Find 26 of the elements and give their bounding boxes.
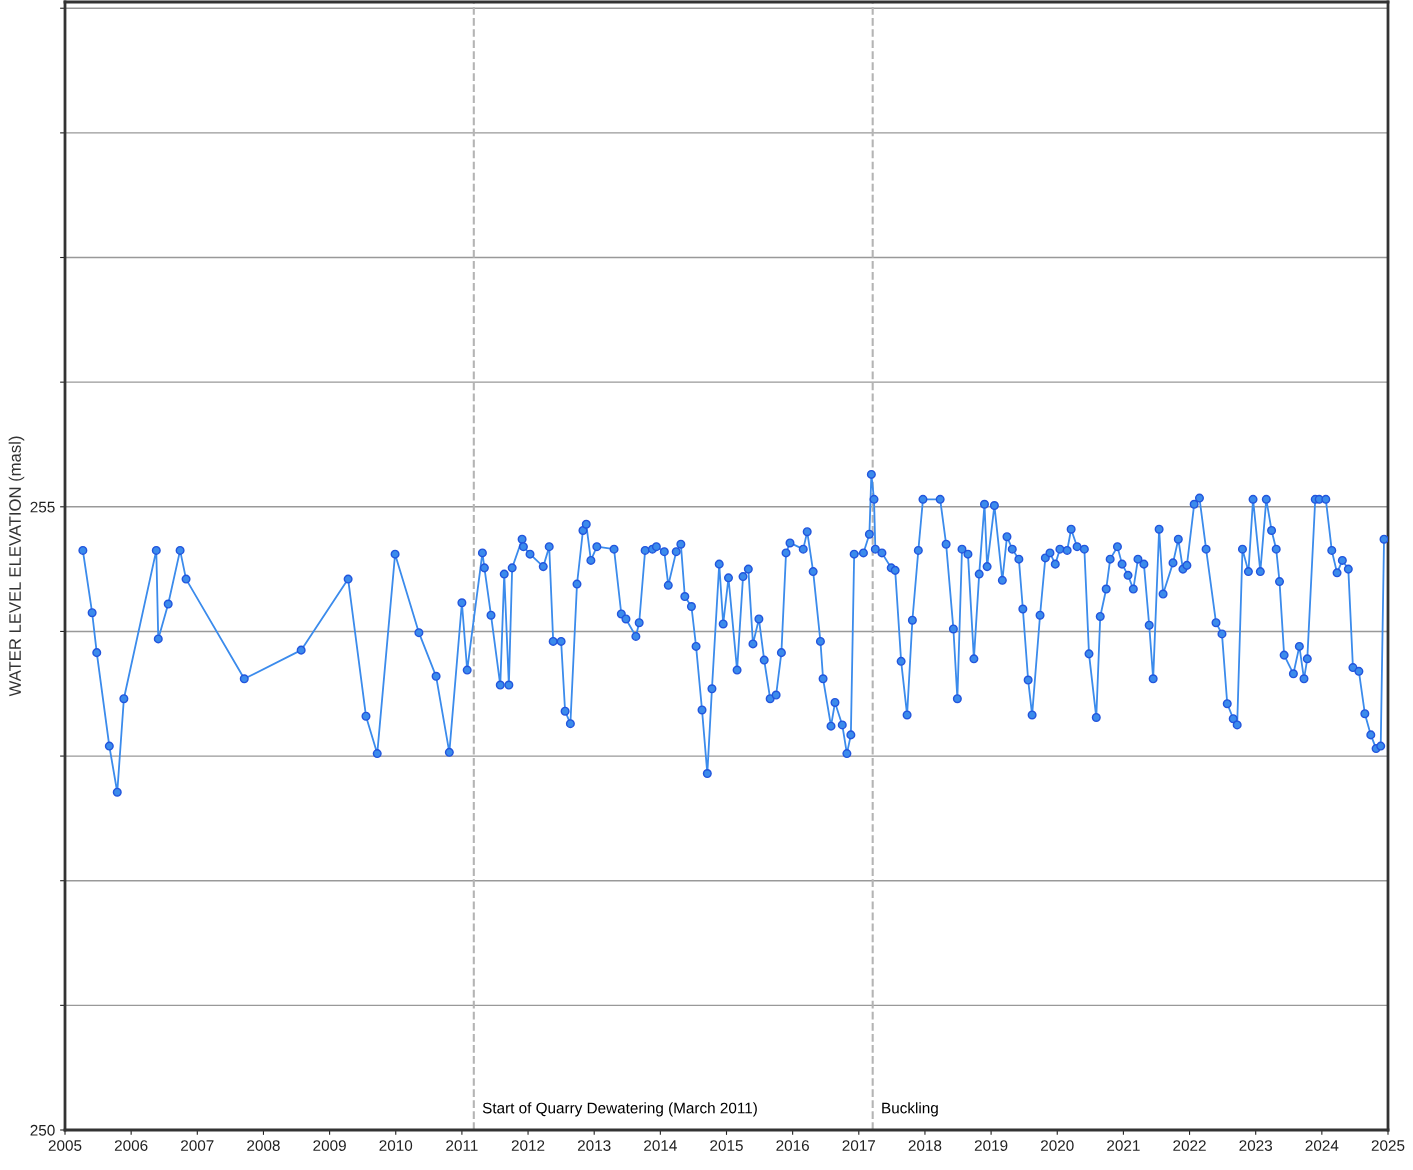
x-tick-label: 2014 xyxy=(644,1140,677,1151)
x-tick-label: 2025 xyxy=(1371,1140,1405,1151)
x-tick-label: 2016 xyxy=(776,1140,809,1151)
x-tick-label: 2011 xyxy=(446,1140,478,1151)
x-tick-label: 2021 xyxy=(1107,1140,1140,1151)
x-tick-label: 2006 xyxy=(114,1140,148,1151)
x-tick-label: 2020 xyxy=(1041,1140,1074,1151)
x-tick-label: 2017 xyxy=(842,1140,876,1151)
ref-line-label: Buckling xyxy=(882,1102,938,1117)
x-tick-label: 2012 xyxy=(511,1140,545,1151)
y-tick-label: 255 xyxy=(30,501,55,513)
x-tick-label: 2005 xyxy=(48,1140,82,1151)
y-axis-title: WATER LEVEL ELEVATION (masl) xyxy=(8,436,25,697)
y-tick-label: 250 xyxy=(30,1124,55,1136)
x-tick-label: 2015 xyxy=(710,1140,743,1151)
x-tick-label: 2022 xyxy=(1173,1140,1206,1151)
ref-line-label: Start of Quarry Dewatering (March 2011) xyxy=(482,1102,757,1117)
x-tick-label: 2018 xyxy=(908,1140,942,1151)
x-tick-label: 2010 xyxy=(379,1140,413,1151)
x-tick-label: 2009 xyxy=(313,1140,346,1151)
x-tick-label: 2019 xyxy=(974,1140,1008,1151)
x-tick-label: 2023 xyxy=(1239,1140,1273,1151)
x-tick-label: 2008 xyxy=(247,1140,280,1151)
x-tick-label: 2024 xyxy=(1305,1140,1339,1151)
x-tick-label: 2007 xyxy=(181,1140,214,1151)
x-tick-label: 2013 xyxy=(577,1140,611,1151)
